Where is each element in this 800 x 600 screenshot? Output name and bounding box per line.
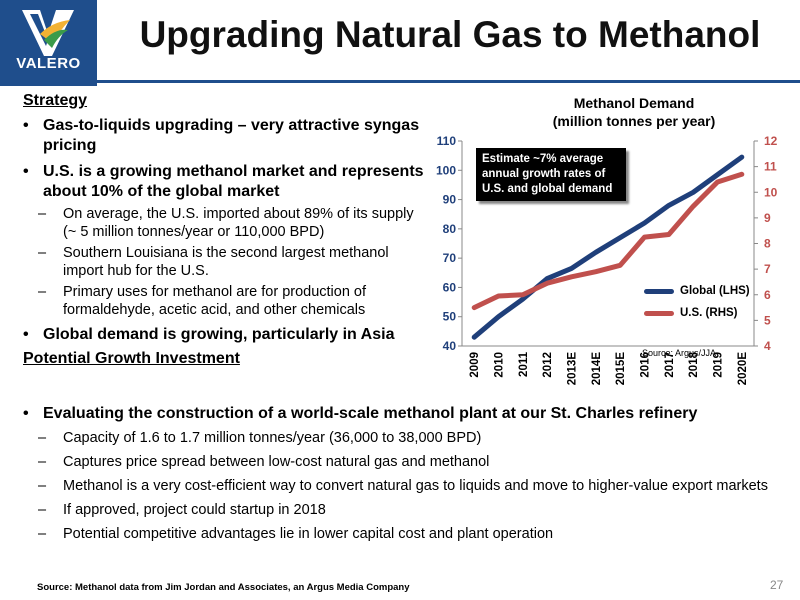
x-tick-label: 2017 (664, 352, 676, 378)
x-tick-label: 2009 (469, 352, 481, 378)
growth-sub-bullet: Methanol is a very cost-efficient way to… (23, 477, 783, 496)
chart-annotation: Estimate ~7% average annual growth rates… (476, 148, 626, 201)
right-tick-label: 9 (764, 211, 771, 225)
left-tick-label: 90 (443, 193, 457, 207)
growth-main-bullet: Evaluating the construction of a world-s… (23, 404, 783, 424)
x-tick-label: 2016 (640, 352, 652, 378)
strategy-section: Strategy Gas-to-liquids upgrading – very… (23, 92, 428, 368)
legend-label-global: Global (LHS) (680, 285, 750, 297)
footer-source: Source: Methanol data from Jim Jordan an… (37, 582, 410, 593)
legend-swatch-global (644, 288, 674, 294)
strategy-bullet: Gas-to-liquids upgrading – very attracti… (23, 116, 428, 156)
strategy-sub-bullet: Southern Louisiana is the second largest… (23, 244, 428, 280)
x-tick-label: 2020E (737, 352, 749, 386)
x-tick-label: 2011 (518, 351, 530, 377)
methanol-demand-chart: Methanol Demand (million tonnes per year… (424, 92, 794, 392)
page-number: 27 (770, 578, 784, 592)
x-tick-label: 2010 (494, 352, 506, 378)
x-tick-label: 2014E (591, 352, 603, 386)
valero-logo: VALERO (0, 0, 97, 86)
chart-title: Methanol Demand (573, 95, 695, 111)
legend-label-us: U.S. (RHS) (680, 307, 738, 319)
growth-heading: Potential Growth Investment (23, 350, 240, 367)
growth-sub-bullet: Capacity of 1.6 to 1.7 million tonnes/ye… (23, 429, 783, 448)
strategy-sub-bullet: Primary uses for methanol are for produc… (23, 283, 428, 319)
right-tick-label: 11 (764, 160, 777, 174)
chart-plot: 40 50 60 70 80 90 100 110 4 5 6 7 8 9 10 11 12 2009 2010 20… (436, 134, 778, 386)
legend-entry-us: U.S. (RHS) (644, 302, 750, 324)
left-tick-label: 60 (443, 280, 457, 294)
right-tick-label: 5 (764, 313, 771, 327)
slide-header: VALERO Upgrading Natural Gas to Methanol (0, 0, 800, 86)
left-tick-label: 70 (443, 251, 457, 265)
left-tick-label: 40 (443, 339, 457, 353)
logo-text: VALERO (16, 55, 81, 72)
strategy-sub-bullet: On average, the U.S. imported about 89% … (23, 205, 428, 241)
strategy-bullet: U.S. is a growing methanol market and re… (23, 162, 428, 202)
left-tick-label: 50 (443, 310, 457, 324)
strategy-heading: Strategy (23, 92, 88, 109)
right-tick-label: 6 (764, 288, 771, 302)
left-tick-label: 110 (437, 134, 457, 148)
right-tick-label: 7 (764, 262, 771, 276)
left-tick-label: 100 (436, 163, 456, 177)
x-tick-label: 2019 (713, 352, 725, 378)
series-line-us (471, 171, 745, 311)
growth-section: Evaluating the construction of a world-s… (23, 404, 783, 544)
left-tick-label: 80 (443, 222, 457, 236)
growth-sub-bullet: Captures price spread between low-cost n… (23, 453, 783, 472)
chart-subtitle: (million tonnes per year) (552, 113, 716, 129)
series-line-global (471, 154, 745, 340)
growth-sub-bullet: Potential competitive advantages lie in … (23, 525, 783, 544)
slide-title: Upgrading Natural Gas to Methanol (139, 14, 761, 55)
x-tick-label: 2015E (615, 352, 627, 386)
legend-entry-global: Global (LHS) (644, 280, 750, 302)
valero-v-icon (22, 10, 74, 56)
right-tick-label: 4 (764, 339, 771, 353)
right-tick-label: 8 (764, 237, 771, 251)
legend-swatch-us (644, 310, 674, 316)
right-tick-label: 12 (764, 134, 778, 148)
x-tick-label: 2013E (567, 352, 579, 386)
growth-sub-bullet: If approved, project could startup in 20… (23, 501, 783, 520)
chart-source-note: Source: Argus/JJA (642, 348, 717, 358)
right-tick-label: 10 (764, 185, 778, 199)
header-rule (97, 80, 800, 83)
x-tick-label: 2018 (688, 351, 700, 377)
strategy-bullet: Global demand is growing, particularly i… (23, 325, 428, 345)
chart-legend: Global (LHS) U.S. (RHS) (644, 280, 750, 324)
chart-title-block: Methanol Demand (million tonnes per year… (514, 94, 754, 130)
x-tick-label: 2012 (542, 352, 554, 378)
